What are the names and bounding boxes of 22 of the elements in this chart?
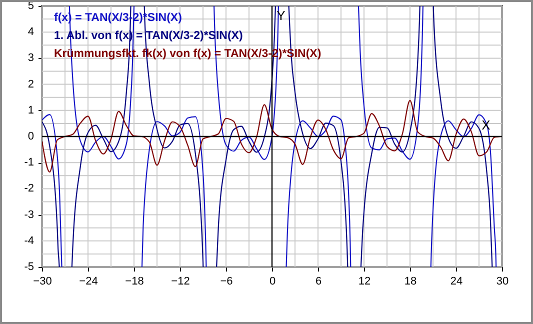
- x-tick-label: 12: [358, 276, 371, 288]
- y-tick-label: -3: [24, 208, 34, 221]
- y-tick-label: 3: [28, 52, 34, 64]
- y-tick-label: 0: [28, 130, 34, 142]
- x-tick-label: −12: [171, 276, 190, 288]
- x-tick-label: −18: [125, 276, 144, 288]
- x-tick-label: 6: [315, 276, 322, 288]
- x-tick-label: 24: [450, 276, 463, 288]
- x-tick-label: 30: [496, 276, 509, 288]
- y-tick-label: 4: [28, 26, 34, 38]
- x-tick-label: 0: [269, 276, 276, 288]
- x-tick-label: 18: [404, 276, 417, 288]
- x-tick-label: −6: [220, 276, 233, 288]
- y-tick-label: -5: [24, 261, 34, 273]
- x-tick-label: −30: [33, 276, 52, 288]
- y-tick-label: -4: [24, 234, 34, 247]
- y-tick-label: 2: [28, 78, 34, 90]
- y-tick-label: 1: [28, 104, 34, 116]
- x-tick-label: −24: [79, 276, 98, 288]
- line-series: [42, 100, 502, 173]
- y-tick-label: -1: [24, 156, 34, 169]
- y-tick-label: -2: [24, 182, 34, 195]
